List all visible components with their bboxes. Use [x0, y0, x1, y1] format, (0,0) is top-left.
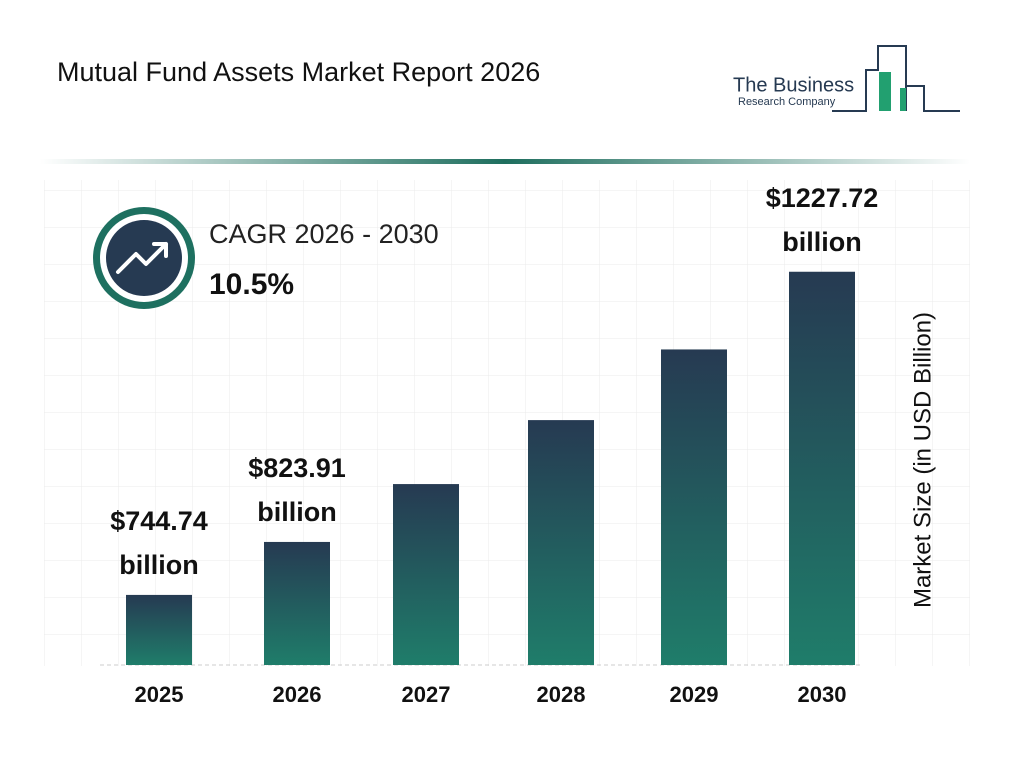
cagr-label: CAGR 2026 - 2030: [209, 219, 439, 249]
bar: [264, 541, 330, 665]
separator: [40, 159, 970, 164]
bar: [393, 484, 459, 665]
y-axis-label: Market Size (in USD Billion): [909, 312, 936, 608]
logo-subtext: Research Company: [738, 96, 836, 108]
logo-text: The Business: [733, 74, 854, 96]
x-tick-label: 2029: [670, 682, 719, 707]
value-label: $823.91 billion: [248, 452, 346, 527]
value-label: $1227.72 billion: [765, 182, 879, 257]
bar: [789, 271, 855, 665]
x-tick-label: 2025: [135, 682, 184, 707]
bar: [126, 594, 192, 665]
bar: [528, 420, 594, 665]
cagr-badge: [93, 207, 195, 309]
bar: [661, 349, 727, 665]
cagr-value: 10.5%: [209, 268, 294, 301]
x-tick-label: 2030: [798, 682, 847, 707]
chart-title: Mutual Fund Assets Market Report 2026: [57, 57, 540, 87]
value-label: $744.74 billion: [110, 505, 208, 580]
x-tick-label: 2028: [537, 682, 586, 707]
logo: The Business Research Company: [733, 45, 960, 112]
x-tick-label: 2026: [273, 682, 322, 707]
x-tick-label: 2027: [402, 682, 451, 707]
